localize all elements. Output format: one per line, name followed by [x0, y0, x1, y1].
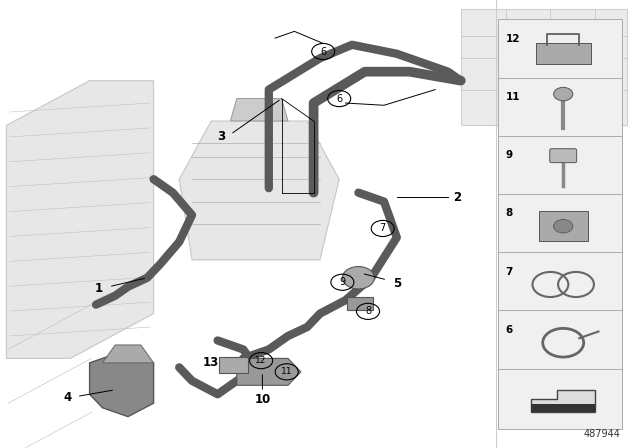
Text: 11: 11	[506, 92, 520, 102]
FancyBboxPatch shape	[536, 43, 591, 64]
Bar	[531, 404, 595, 412]
Text: 5: 5	[393, 276, 401, 290]
Text: 6: 6	[336, 94, 342, 103]
Text: 6: 6	[320, 47, 326, 56]
FancyBboxPatch shape	[498, 252, 622, 312]
Text: 487944: 487944	[583, 429, 620, 439]
Text: 1: 1	[95, 282, 103, 296]
Text: 7: 7	[380, 224, 386, 233]
Polygon shape	[230, 99, 288, 121]
Text: 6: 6	[506, 325, 513, 335]
FancyBboxPatch shape	[498, 194, 622, 254]
Polygon shape	[90, 349, 154, 417]
FancyBboxPatch shape	[498, 78, 622, 138]
FancyBboxPatch shape	[498, 369, 622, 429]
Polygon shape	[531, 390, 595, 412]
Polygon shape	[102, 345, 154, 363]
Text: 8: 8	[365, 306, 371, 316]
FancyBboxPatch shape	[550, 149, 577, 163]
Text: 9: 9	[339, 277, 346, 287]
Text: 8: 8	[506, 208, 513, 218]
FancyBboxPatch shape	[498, 19, 622, 79]
FancyBboxPatch shape	[498, 136, 622, 196]
Circle shape	[342, 267, 374, 289]
Circle shape	[554, 87, 573, 101]
Text: 11: 11	[281, 367, 292, 376]
FancyBboxPatch shape	[539, 211, 588, 241]
Polygon shape	[6, 81, 154, 358]
Polygon shape	[179, 121, 339, 260]
Text: 13: 13	[203, 356, 220, 370]
Text: 3: 3	[217, 130, 225, 143]
Polygon shape	[461, 9, 627, 125]
Text: 7: 7	[506, 267, 513, 276]
Circle shape	[554, 220, 573, 233]
FancyBboxPatch shape	[219, 357, 248, 373]
FancyBboxPatch shape	[347, 297, 373, 310]
FancyBboxPatch shape	[498, 310, 622, 370]
Text: 4: 4	[63, 391, 71, 405]
Text: 10: 10	[254, 393, 271, 406]
Text: 9: 9	[506, 150, 513, 160]
Polygon shape	[237, 358, 301, 385]
Text: 2: 2	[454, 190, 461, 204]
Text: 12: 12	[506, 34, 520, 43]
Text: 12: 12	[255, 356, 267, 365]
